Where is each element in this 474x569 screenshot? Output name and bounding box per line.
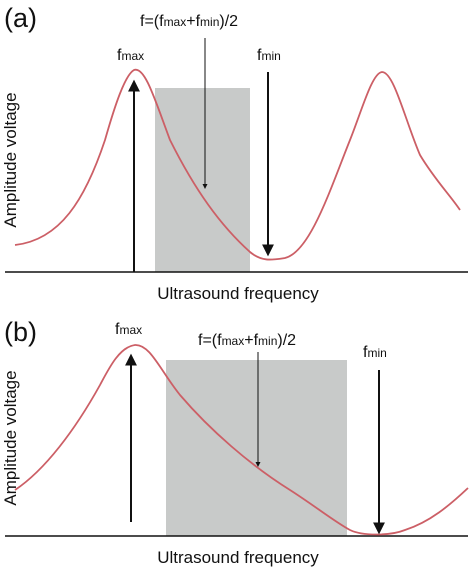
x-axis-title-b: Ultrasound frequency	[157, 548, 319, 567]
y-axis-title-b: Amplitude voltage	[1, 370, 20, 505]
panel-label-a: (a)	[4, 3, 37, 33]
response-curve-b	[14, 344, 469, 536]
panel-b: (b) fmax fmin f=(fmax+fmin)/2 Amplitude …	[1, 317, 469, 567]
fmin-label-a: fmin	[257, 47, 281, 64]
fmax-label-b: fmax	[115, 321, 142, 338]
y-axis-title-a: Amplitude voltage	[1, 92, 20, 227]
panel-label-b: (b)	[4, 317, 37, 347]
formula-label-b: f=(fmax+fmin)/2	[198, 332, 296, 349]
response-curve-a	[14, 69, 461, 261]
shaded-band-a	[155, 88, 250, 272]
fmax-label-a: fmax	[117, 47, 144, 64]
panel-a: (a) fmax fmin f=(fmax+fmin)/2 Amplitude …	[1, 3, 468, 303]
formula-label-a: f=(fmax+fmin)/2	[140, 13, 238, 30]
fmin-label-b: fmin	[363, 344, 387, 361]
shaded-band-b	[166, 360, 347, 536]
x-axis-title-a: Ultrasound frequency	[157, 284, 319, 303]
